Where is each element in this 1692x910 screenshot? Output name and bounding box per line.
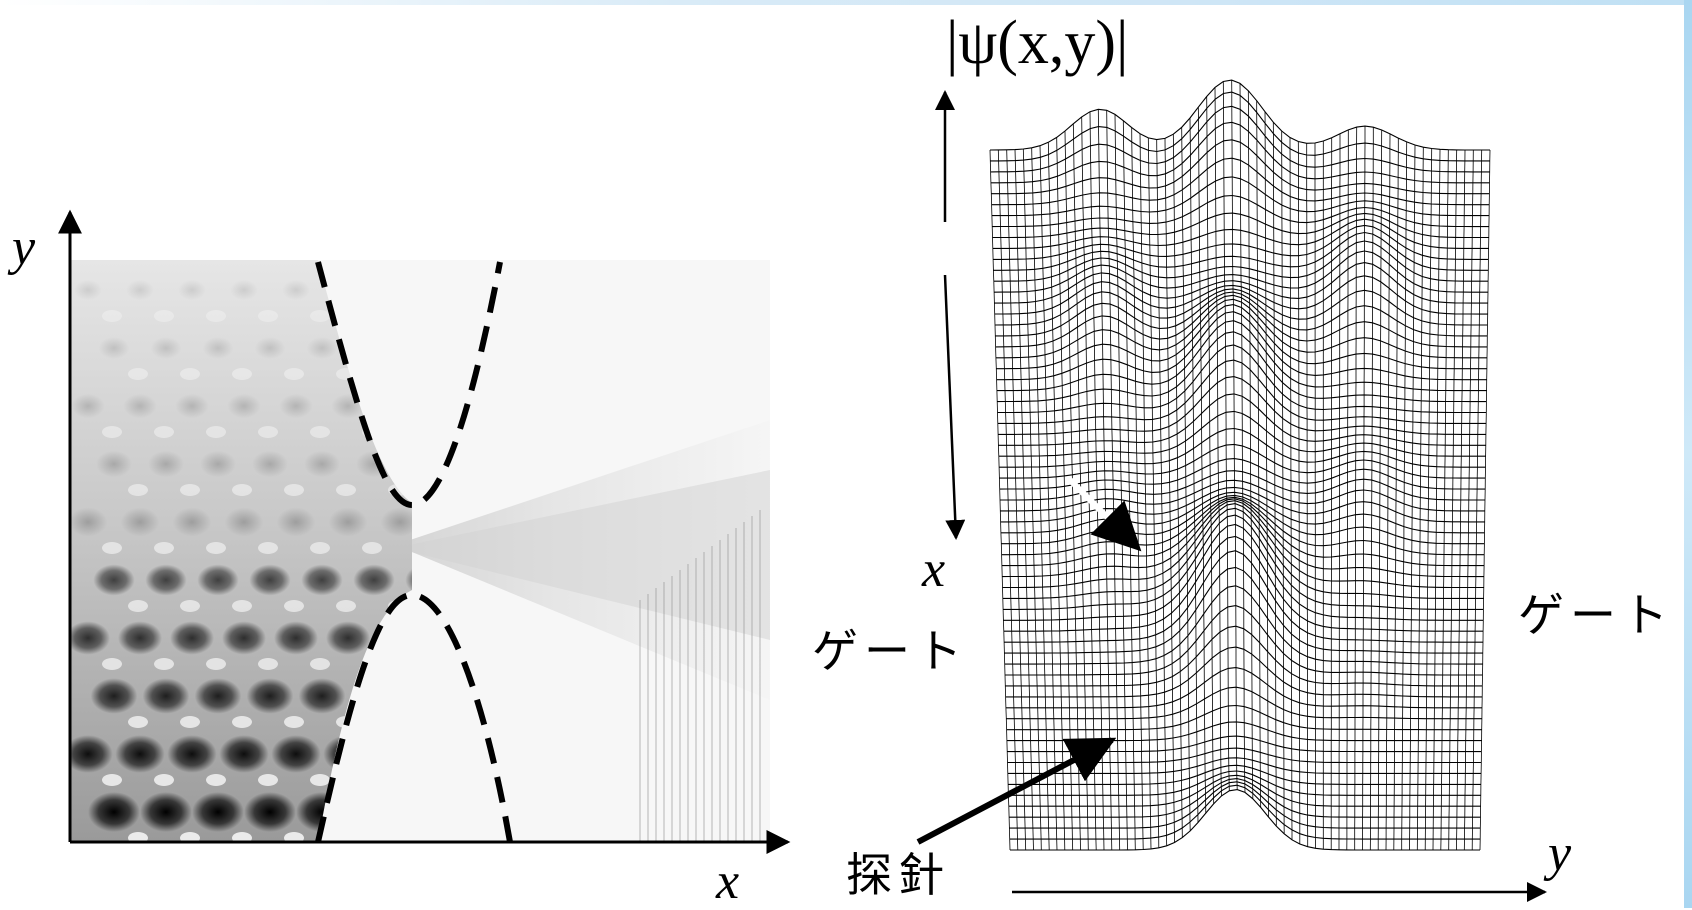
density-plot (70, 260, 770, 842)
psi-axis-label: |ψ(x,y)| (946, 9, 1129, 77)
right-y-axis-label: y (1548, 825, 1572, 882)
right-accent-edge (1684, 0, 1692, 908)
gate-label-right: ゲート (1518, 588, 1674, 642)
probe-arrow-black (916, 737, 1117, 845)
right-x-axis-arrow-bottom (943, 274, 966, 540)
right-x-axis-label: x (922, 541, 946, 598)
gate-lower-dashed (315, 591, 513, 843)
top-accent-band (0, 0, 1692, 5)
gate-upper-dashed (315, 261, 503, 509)
left-y-axis-label: y (12, 219, 36, 276)
probe-label: 探針 (846, 848, 950, 902)
left-x-axis-label: x (716, 853, 740, 910)
gate-label-left: ゲート (812, 624, 968, 678)
interference-region (70, 260, 412, 842)
probe-arrow-white (1065, 475, 1142, 552)
wavefunction-surface (989, 79, 1491, 860)
